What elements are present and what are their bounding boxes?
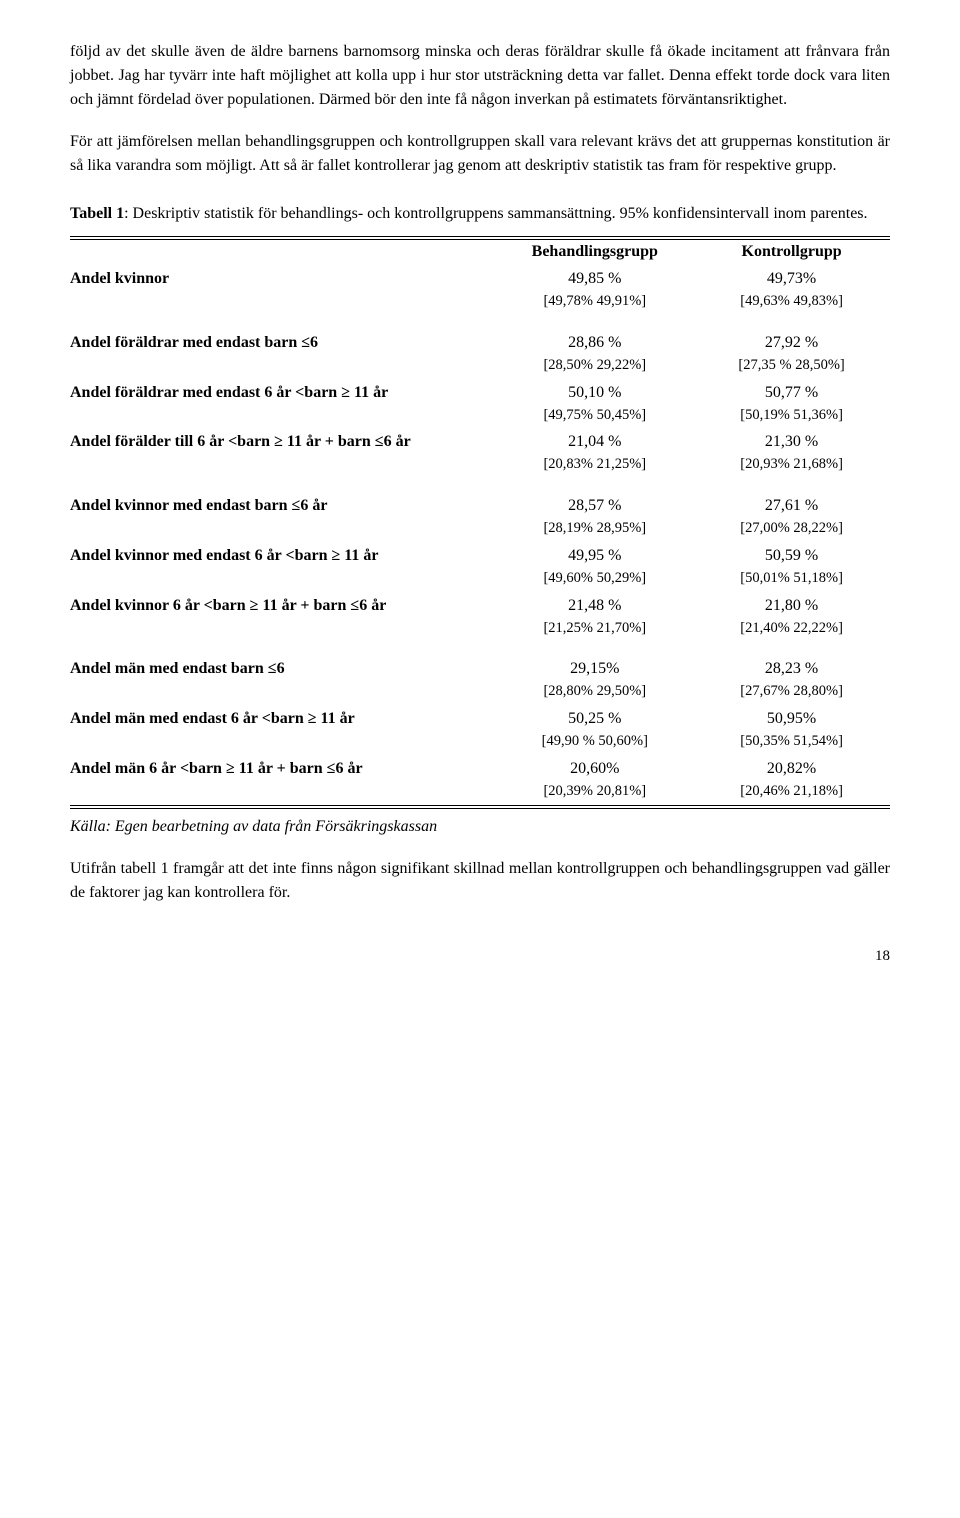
cell-value: 49,73% [693, 267, 890, 291]
cell-ci: [27,35 % 28,50%] [693, 355, 890, 377]
row-label: Andel förälder till 6 år <barn ≥ 11 år +… [70, 428, 496, 478]
table-row: Andel föräldrar med endast barn ≤6 28,86… [70, 329, 890, 379]
cell-ci: [50,19% 51,36%] [693, 405, 890, 427]
cell-value: 27,61 % [693, 494, 890, 518]
cell-behandling: 28,86 % [28,50% 29,22%] [496, 329, 693, 379]
cell-value: 50,10 % [496, 381, 693, 405]
cell-value: 49,95 % [496, 544, 693, 568]
cell-value: 29,15% [496, 657, 693, 681]
cell-kontroll: 50,59 % [50,01% 51,18%] [693, 542, 890, 592]
table-row: Andel kvinnor 49,85 % [49,78% 49,91%] 49… [70, 265, 890, 315]
table-row: Andel män med endast 6 år <barn ≥ 11 år … [70, 705, 890, 755]
cell-ci: [20,93% 21,68%] [693, 454, 890, 476]
table-row: Andel kvinnor med endast 6 år <barn ≥ 11… [70, 542, 890, 592]
cell-value: 50,77 % [693, 381, 890, 405]
table-row: Andel förälder till 6 år <barn ≥ 11 år +… [70, 428, 890, 478]
cell-ci: [21,25% 21,70%] [496, 618, 693, 640]
cell-value: 20,82% [693, 757, 890, 781]
cell-kontroll: 28,23 % [27,67% 28,80%] [693, 655, 890, 705]
cell-value: 28,57 % [496, 494, 693, 518]
row-label: Andel män med endast 6 år <barn ≥ 11 år [70, 705, 496, 755]
cell-value: 28,86 % [496, 331, 693, 355]
cell-value: 50,25 % [496, 707, 693, 731]
cell-behandling: 50,10 % [49,75% 50,45%] [496, 379, 693, 429]
cell-behandling: 21,04 % [20,83% 21,25%] [496, 428, 693, 478]
cell-ci: [50,35% 51,54%] [693, 731, 890, 753]
cell-value: 50,95% [693, 707, 890, 731]
table-gap [70, 478, 890, 492]
cell-value: 49,85 % [496, 267, 693, 291]
cell-ci: [28,19% 28,95%] [496, 518, 693, 540]
cell-value: 21,04 % [496, 430, 693, 454]
cell-kontroll: 27,61 % [27,00% 28,22%] [693, 492, 890, 542]
cell-kontroll: 20,82% [20,46% 21,18%] [693, 755, 890, 807]
cell-value: 27,92 % [693, 331, 890, 355]
cell-ci: [50,01% 51,18%] [693, 568, 890, 590]
table-row: Andel kvinnor med endast barn ≤6 år 28,5… [70, 492, 890, 542]
cell-kontroll: 49,73% [49,63% 49,83%] [693, 265, 890, 315]
table-row: Andel män med endast barn ≤6 29,15% [28,… [70, 655, 890, 705]
header-behandling: Behandlingsgrupp [496, 238, 693, 265]
cell-ci: [49,78% 49,91%] [496, 291, 693, 313]
row-label: Andel kvinnor [70, 265, 496, 315]
cell-value: 21,80 % [693, 594, 890, 618]
header-blank [70, 238, 496, 265]
cell-value: 50,59 % [693, 544, 890, 568]
cell-kontroll: 50,77 % [50,19% 51,36%] [693, 379, 890, 429]
cell-behandling: 49,95 % [49,60% 50,29%] [496, 542, 693, 592]
row-label: Andel män med endast barn ≤6 [70, 655, 496, 705]
row-label: Andel kvinnor med endast barn ≤6 år [70, 492, 496, 542]
caption-rest: : Deskriptiv statistik för behandlings- … [124, 205, 867, 222]
closing-paragraph: Utifrån tabell 1 framgår att det inte fi… [70, 857, 890, 905]
cell-ci: [20,46% 21,18%] [693, 781, 890, 803]
table-header-row: Behandlingsgrupp Kontrollgrupp [70, 238, 890, 265]
cell-ci: [27,67% 28,80%] [693, 681, 890, 703]
page-number: 18 [70, 945, 890, 968]
cell-value: 21,30 % [693, 430, 890, 454]
table-gap [70, 641, 890, 655]
cell-value: 20,60% [496, 757, 693, 781]
row-label: Andel män 6 år <barn ≥ 11 år + barn ≤6 å… [70, 755, 496, 807]
stats-table: Behandlingsgrupp Kontrollgrupp Andel kvi… [70, 236, 890, 809]
paragraph-2: För att jämförelsen mellan behandlingsgr… [70, 130, 890, 178]
cell-ci: [49,90 % 50,60%] [496, 731, 693, 753]
row-label: Andel kvinnor med endast 6 år <barn ≥ 11… [70, 542, 496, 592]
cell-behandling: 29,15% [28,80% 29,50%] [496, 655, 693, 705]
paragraph-1: följd av det skulle även de äldre barnen… [70, 40, 890, 112]
table-row: Andel föräldrar med endast 6 år <barn ≥ … [70, 379, 890, 429]
table-source: Källa: Egen bearbetning av data från För… [70, 815, 890, 839]
cell-ci: [49,60% 50,29%] [496, 568, 693, 590]
row-label: Andel föräldrar med endast 6 år <barn ≥ … [70, 379, 496, 429]
cell-behandling: 49,85 % [49,78% 49,91%] [496, 265, 693, 315]
cell-ci: [20,83% 21,25%] [496, 454, 693, 476]
cell-kontroll: 21,80 % [21,40% 22,22%] [693, 592, 890, 642]
cell-kontroll: 50,95% [50,35% 51,54%] [693, 705, 890, 755]
table-row: Andel kvinnor 6 år <barn ≥ 11 år + barn … [70, 592, 890, 642]
cell-ci: [28,50% 29,22%] [496, 355, 693, 377]
cell-ci: [27,00% 28,22%] [693, 518, 890, 540]
cell-ci: [21,40% 22,22%] [693, 618, 890, 640]
cell-value: 21,48 % [496, 594, 693, 618]
cell-ci: [49,63% 49,83%] [693, 291, 890, 313]
row-label: Andel kvinnor 6 år <barn ≥ 11 år + barn … [70, 592, 496, 642]
cell-ci: [28,80% 29,50%] [496, 681, 693, 703]
caption-lead: Tabell 1 [70, 205, 124, 222]
cell-kontroll: 27,92 % [27,35 % 28,50%] [693, 329, 890, 379]
cell-ci: [20,39% 20,81%] [496, 781, 693, 803]
row-label: Andel föräldrar med endast barn ≤6 [70, 329, 496, 379]
header-kontroll: Kontrollgrupp [693, 238, 890, 265]
table-caption: Tabell 1: Deskriptiv statistik för behan… [70, 202, 890, 226]
cell-ci: [49,75% 50,45%] [496, 405, 693, 427]
cell-behandling: 20,60% [20,39% 20,81%] [496, 755, 693, 807]
table-gap [70, 315, 890, 329]
cell-behandling: 28,57 % [28,19% 28,95%] [496, 492, 693, 542]
cell-kontroll: 21,30 % [20,93% 21,68%] [693, 428, 890, 478]
cell-behandling: 21,48 % [21,25% 21,70%] [496, 592, 693, 642]
table-row: Andel män 6 år <barn ≥ 11 år + barn ≤6 å… [70, 755, 890, 807]
cell-behandling: 50,25 % [49,90 % 50,60%] [496, 705, 693, 755]
cell-value: 28,23 % [693, 657, 890, 681]
